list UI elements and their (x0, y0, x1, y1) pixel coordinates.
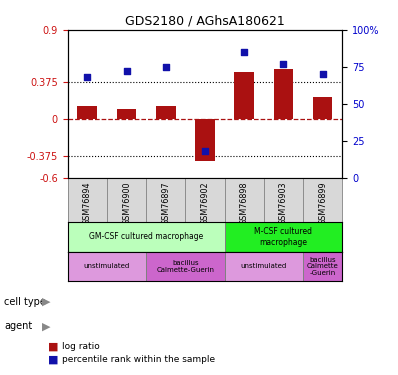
Bar (117, 109, 136, 118)
Text: ▶: ▶ (42, 297, 50, 307)
Text: ▶: ▶ (42, 321, 50, 331)
Bar (68, 222, 224, 252)
Point (320, 71, 326, 77)
Text: bacillus
Calmette
-Guerin: bacillus Calmette -Guerin (307, 257, 339, 276)
Title: GDS2180 / AGhsA180621: GDS2180 / AGhsA180621 (125, 15, 285, 27)
Point (202, 148, 208, 154)
Bar (195, 118, 215, 161)
Text: ■: ■ (48, 354, 58, 364)
Point (241, 49, 248, 55)
Bar (303, 252, 342, 281)
Text: cell type: cell type (4, 297, 46, 307)
Bar (313, 97, 332, 118)
Bar (224, 222, 342, 252)
Text: M-CSF cultured
macrophage: M-CSF cultured macrophage (254, 227, 312, 247)
Bar (146, 252, 224, 281)
Point (280, 61, 287, 67)
Text: bacillus
Calmette-Guerin: bacillus Calmette-Guerin (156, 260, 215, 273)
Point (123, 68, 130, 74)
Text: agent: agent (4, 321, 32, 331)
Text: GM-CSF cultured macrophage: GM-CSF cultured macrophage (89, 232, 203, 242)
Text: GSM76897: GSM76897 (161, 182, 170, 225)
Point (84, 74, 90, 80)
Text: GSM76900: GSM76900 (122, 182, 131, 225)
Bar (234, 72, 254, 118)
Point (162, 64, 169, 70)
Bar (78, 106, 97, 118)
Text: GSM76903: GSM76903 (279, 182, 288, 225)
Text: log ratio: log ratio (62, 342, 100, 351)
Text: percentile rank within the sample: percentile rank within the sample (62, 355, 215, 364)
Bar (68, 252, 146, 281)
Bar (224, 252, 303, 281)
Text: GSM76894: GSM76894 (83, 182, 92, 225)
Text: ■: ■ (48, 342, 58, 352)
Text: GSM76899: GSM76899 (318, 182, 327, 225)
Text: unstimulated: unstimulated (241, 264, 287, 270)
Text: unstimulated: unstimulated (84, 264, 130, 270)
Text: GSM76898: GSM76898 (240, 182, 249, 225)
Bar (273, 69, 293, 118)
Bar (156, 106, 176, 118)
Text: GSM76902: GSM76902 (201, 182, 209, 225)
